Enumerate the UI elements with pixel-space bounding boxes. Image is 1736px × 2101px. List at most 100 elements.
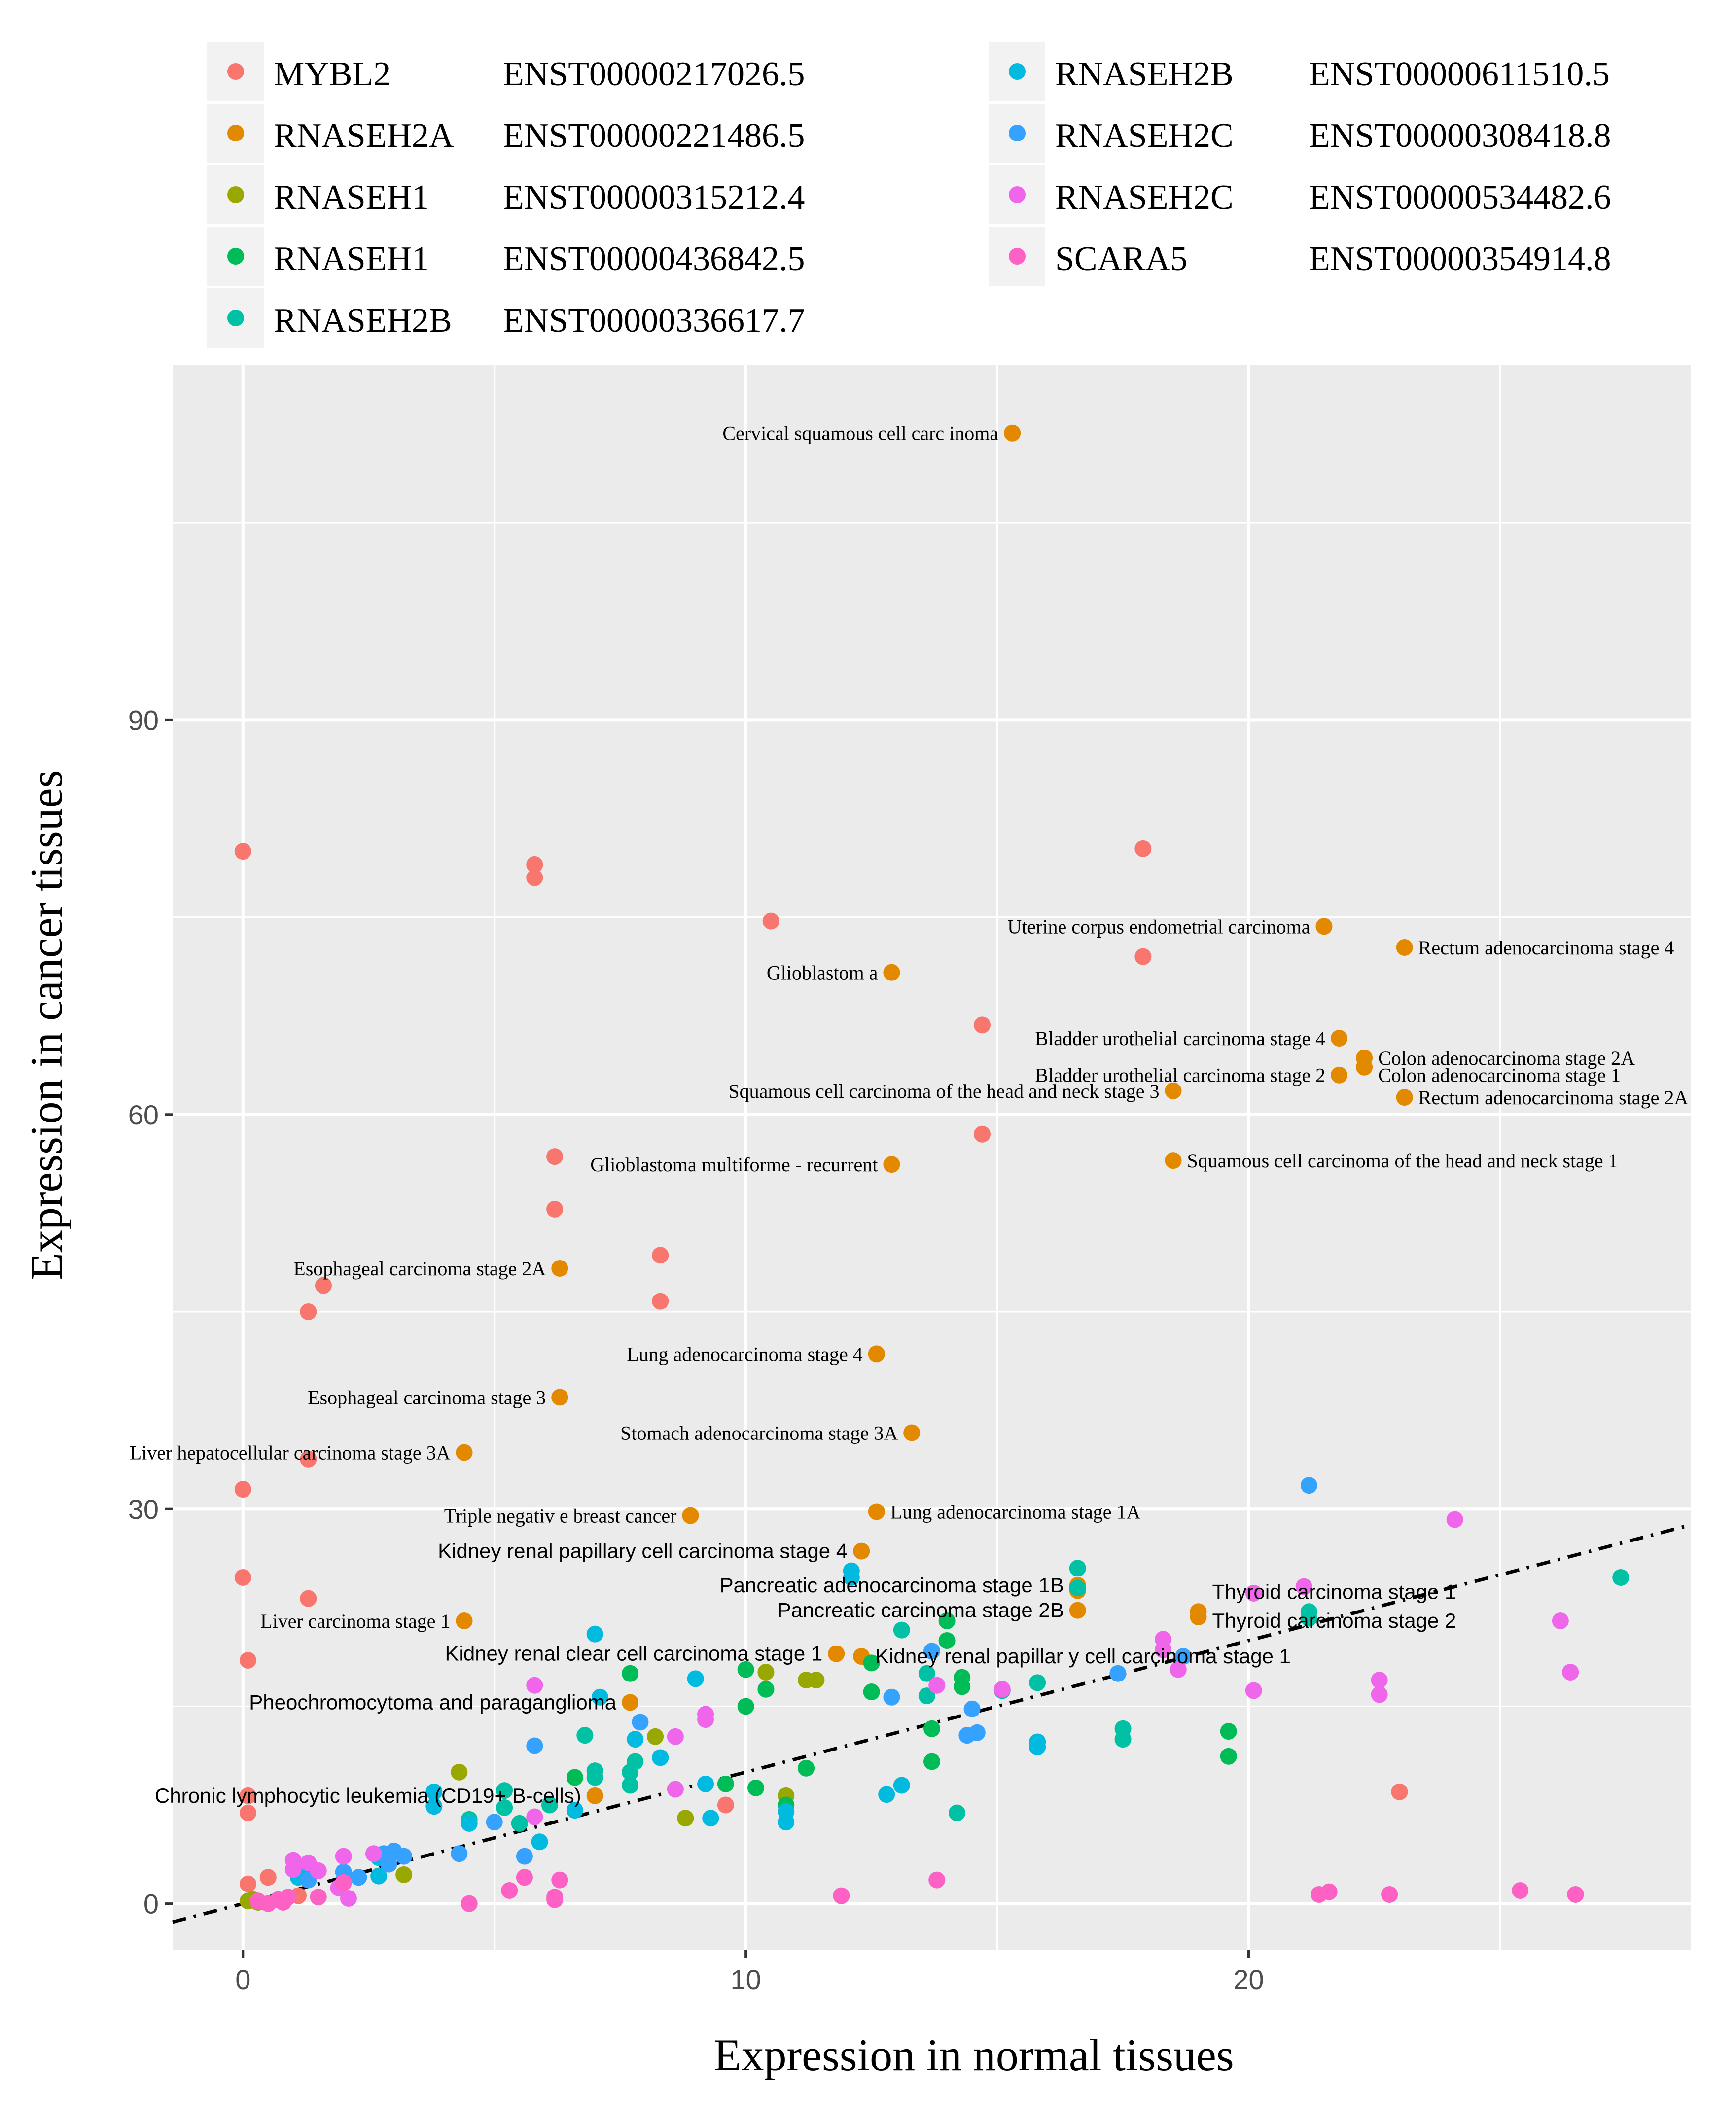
point-label: Esophageal carcinoma stage 2A — [293, 1258, 546, 1280]
point-label: Squamous cell carcinoma of the head and … — [1187, 1150, 1618, 1172]
data-point-series-4 — [1220, 1748, 1237, 1765]
legend-transcript-id: ENST00000354914.8 — [1309, 240, 1611, 278]
legend-key-dot — [1009, 248, 1026, 265]
data-point-series-8 — [928, 1677, 946, 1694]
data-point-series-9 — [1381, 1886, 1398, 1903]
legend-gene-name: SCARA5 — [1055, 240, 1187, 278]
point-labels: Cervical squamous cell carc inoma Uterine… — [130, 422, 1689, 1807]
data-point-series-6 — [627, 1731, 644, 1748]
legend-key-dot — [227, 248, 244, 265]
data-point-series-2 — [757, 1664, 775, 1681]
x-tick-label: 20 — [1233, 1964, 1264, 1995]
legend-key-dot — [227, 63, 244, 80]
data-point-series-6 — [461, 1815, 478, 1832]
legend-gene-name: RNASEH2C — [1055, 178, 1234, 216]
data-point-series-6 — [652, 1749, 669, 1766]
data-point-series-1 — [853, 1542, 870, 1560]
data-point-series-8 — [667, 1781, 684, 1798]
legend-transcript-id: ENST00000217026.5 — [503, 55, 805, 93]
data-point-series-1 — [868, 1345, 885, 1363]
data-point-series-0 — [1134, 840, 1152, 857]
point-label: Lung adenocarcinoma stage 1A — [890, 1501, 1141, 1523]
legend-gene-name: MYBL2 — [274, 55, 390, 93]
data-point-series-1 — [883, 964, 900, 981]
data-point-series-5 — [918, 1687, 935, 1705]
point-label: Rectum adenocarcinoma stage 4 — [1418, 937, 1674, 959]
data-point-series-8 — [365, 1845, 382, 1862]
legend-key-dot — [227, 186, 244, 203]
data-point-series-6 — [591, 1688, 608, 1706]
data-point-series-9 — [249, 1892, 267, 1910]
data-point-series-1 — [883, 1156, 900, 1173]
data-point-series-5 — [622, 1777, 639, 1794]
data-point-series-4 — [863, 1654, 880, 1672]
data-point-series-6 — [893, 1777, 910, 1794]
data-point-series-4 — [954, 1678, 971, 1695]
legend-gene-name: RNASEH2A — [274, 117, 454, 155]
point-label: Kidney renal papillar y cell carcinoma s… — [875, 1645, 1291, 1668]
point-label: Squamous cell carcinoma of the head and … — [728, 1080, 1159, 1102]
data-point-series-0 — [1391, 1783, 1408, 1800]
data-point-series-1 — [1165, 1082, 1182, 1099]
point-label: Lung adenocarcinoma stage 4 — [627, 1343, 863, 1365]
data-point-series-7 — [883, 1688, 900, 1706]
data-point-series-0 — [546, 1148, 564, 1165]
data-point-series-2 — [451, 1763, 468, 1781]
data-point-series-1 — [1396, 939, 1413, 956]
legend-key-dot — [1009, 63, 1026, 80]
data-point-series-8 — [1446, 1511, 1463, 1528]
data-point-series-0 — [717, 1796, 734, 1814]
point-label: Glioblastom a — [767, 962, 878, 984]
data-point-series-1 — [868, 1503, 885, 1520]
data-point-series-5 — [1612, 1569, 1630, 1586]
data-point-series-1 — [1356, 1058, 1373, 1076]
data-point-series-5 — [918, 1665, 935, 1682]
y-tick-label: 60 — [128, 1099, 159, 1130]
data-point-series-1 — [456, 1444, 473, 1461]
data-point-series-7 — [380, 1856, 397, 1873]
data-point-series-9 — [1567, 1886, 1584, 1903]
legend-gene-name: RNASEH2B — [274, 302, 452, 340]
data-point-series-1 — [1165, 1152, 1182, 1169]
data-point-series-4 — [622, 1665, 639, 1682]
data-point-series-9 — [833, 1887, 850, 1904]
point-label: Liver carcinoma stage 1 — [260, 1610, 450, 1632]
data-point-series-1 — [1069, 1602, 1086, 1619]
y-tick-label: 90 — [128, 704, 159, 735]
data-point-series-5 — [1069, 1560, 1086, 1577]
data-point-series-0 — [526, 869, 543, 886]
data-point-series-9 — [461, 1895, 478, 1912]
point-label: Chronic lymphocytic leukemia (CD19+ B-ce… — [155, 1784, 581, 1807]
data-point-series-6 — [687, 1670, 704, 1687]
data-point-series-6 — [586, 1625, 603, 1643]
data-point-series-4 — [938, 1612, 956, 1629]
legend-transcript-id: ENST00000336617.7 — [503, 302, 805, 340]
data-point-series-0 — [762, 912, 779, 930]
legend-transcript-id: ENST00000436842.5 — [503, 240, 805, 278]
point-label: Bladder urothelial carcinoma stage 4 — [1035, 1027, 1325, 1050]
data-point-series-7 — [968, 1724, 986, 1741]
data-point-series-4 — [757, 1681, 775, 1698]
reference-line — [172, 1523, 1692, 1924]
data-point-series-5 — [496, 1782, 513, 1799]
point-label: Stomach adenocarcinoma stage 3A — [620, 1422, 898, 1444]
data-point-series-1 — [1396, 1089, 1413, 1106]
data-point-series-5 — [622, 1763, 639, 1781]
data-point-series-5 — [1029, 1674, 1046, 1691]
data-point-series-5 — [1114, 1731, 1132, 1748]
point-label: Rectum adenocarcinoma stage 2A — [1418, 1086, 1689, 1109]
data-point-series-0 — [1134, 948, 1152, 965]
data-point-series-4 — [798, 1759, 815, 1777]
data-point-series-8 — [697, 1711, 714, 1728]
data-point-series-9 — [501, 1882, 518, 1899]
data-point-series-6 — [425, 1783, 443, 1800]
data-point-series-8 — [310, 1862, 327, 1879]
data-point-series-1 — [622, 1694, 639, 1711]
point-label: Colon adenocarcinoma stage 2A — [1378, 1047, 1635, 1069]
data-point-series-8 — [1371, 1672, 1388, 1689]
data-point-series-9 — [928, 1871, 946, 1889]
data-point-series-8 — [526, 1808, 543, 1825]
data-point-series-0 — [652, 1293, 669, 1310]
data-point-series-4 — [737, 1698, 754, 1715]
